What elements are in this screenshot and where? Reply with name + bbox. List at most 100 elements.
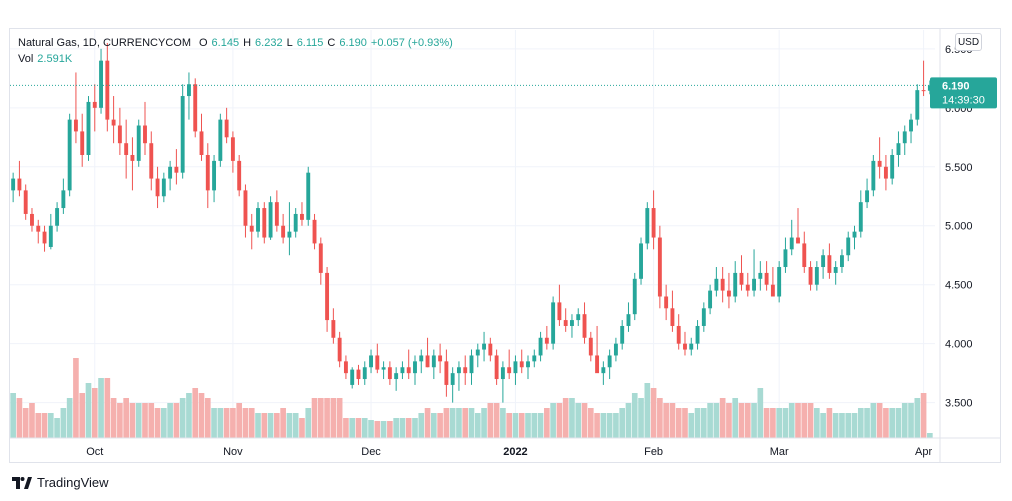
volume-bar [688,413,695,438]
candle-body [883,166,888,179]
candle-body [174,166,179,173]
candle-body [909,119,913,132]
candle-body [67,119,72,191]
candle [532,349,537,368]
candle-body [205,154,210,191]
volume-bar [782,408,789,438]
volume-bar [544,408,550,438]
candle-body [369,355,373,368]
candle [42,225,47,252]
candle-body [149,143,154,179]
candle-body [463,367,468,374]
candle [394,367,399,391]
candle-body [645,208,650,244]
candle [155,166,160,209]
candle [262,202,267,244]
candle-body [394,373,399,380]
volume-bar [98,378,104,438]
volume-bar [914,398,921,438]
volume-bar [864,408,870,438]
volume-bar [280,408,286,438]
volume-bar [374,421,381,438]
candlestick-chart[interactable]: 3.5004.0004.5005.0005.5006.0006.500OctNo… [0,0,1012,470]
volume-bar [161,408,167,438]
candle-body [601,367,606,374]
volume-bar [826,408,833,438]
candle [739,255,744,291]
candle [287,202,292,256]
candle-body [212,160,217,191]
current-price-tag: 6.190 14:39:30 [930,77,997,109]
candle [124,119,129,179]
symbol-title[interactable]: Natural Gas, 1D, CURRENCYCOM [18,37,191,49]
candle-body [306,172,311,220]
currency-button[interactable]: USD [955,33,982,51]
volume-bar [562,398,569,438]
candle-body [588,337,593,356]
candle-body [350,369,355,385]
candle-body [796,237,800,244]
volume-label[interactable]: Vol [18,53,34,65]
candle-body [187,84,191,97]
candle-body [526,361,530,368]
volume-bar [311,398,318,438]
volume-bar [675,408,682,438]
volume-bar [776,408,782,438]
volume-bar [179,398,186,438]
candle [92,84,97,132]
candle-body [337,337,342,362]
candle-body [563,320,568,326]
volume-bar [694,408,701,438]
candle [381,361,386,380]
volume-bar [449,408,456,438]
candle-body [55,208,60,226]
candle-body [274,202,279,226]
volume-bar [832,413,839,438]
volume-bar [167,403,173,438]
candle-body [551,302,556,344]
volume-bar [267,413,274,438]
candle [896,131,901,167]
volume-bar [889,408,896,438]
candle [61,178,66,214]
volume-bar [468,408,475,438]
candle-body [293,213,298,232]
candle [683,331,687,356]
volume-bar [644,383,651,438]
open-value: 6.145 [211,37,240,49]
candle [883,154,888,191]
time-tick-label: Mar [770,446,789,458]
candle [921,60,926,97]
candle-body [425,355,430,368]
volume-bar [54,418,60,438]
candle [212,154,217,203]
price-tick-label: 5.000 [945,221,973,233]
candle [708,284,713,315]
volume-bar [650,388,657,438]
volume-bar [839,413,845,438]
candle-body [438,355,443,362]
volume-bar [129,403,136,438]
volume-bar [186,393,192,438]
candle-body [557,302,562,321]
candle [720,267,725,303]
candle-body [896,143,901,155]
candle [733,261,738,303]
volume-bar [123,398,129,438]
volume-bar [788,403,795,438]
tradingview-brand[interactable]: TradingView [12,475,109,490]
volume-bar [211,408,217,438]
candle [840,249,844,273]
volume-bar [719,398,726,438]
candle [356,364,361,385]
candle [425,337,430,368]
candle [783,237,788,273]
volume-bar [223,408,230,438]
volume-bar [73,358,79,438]
candle [676,314,681,350]
volume-bar [738,403,745,438]
candle [576,308,581,326]
volume-bar [744,403,751,438]
volume-bar [424,408,431,438]
candle [770,267,775,297]
